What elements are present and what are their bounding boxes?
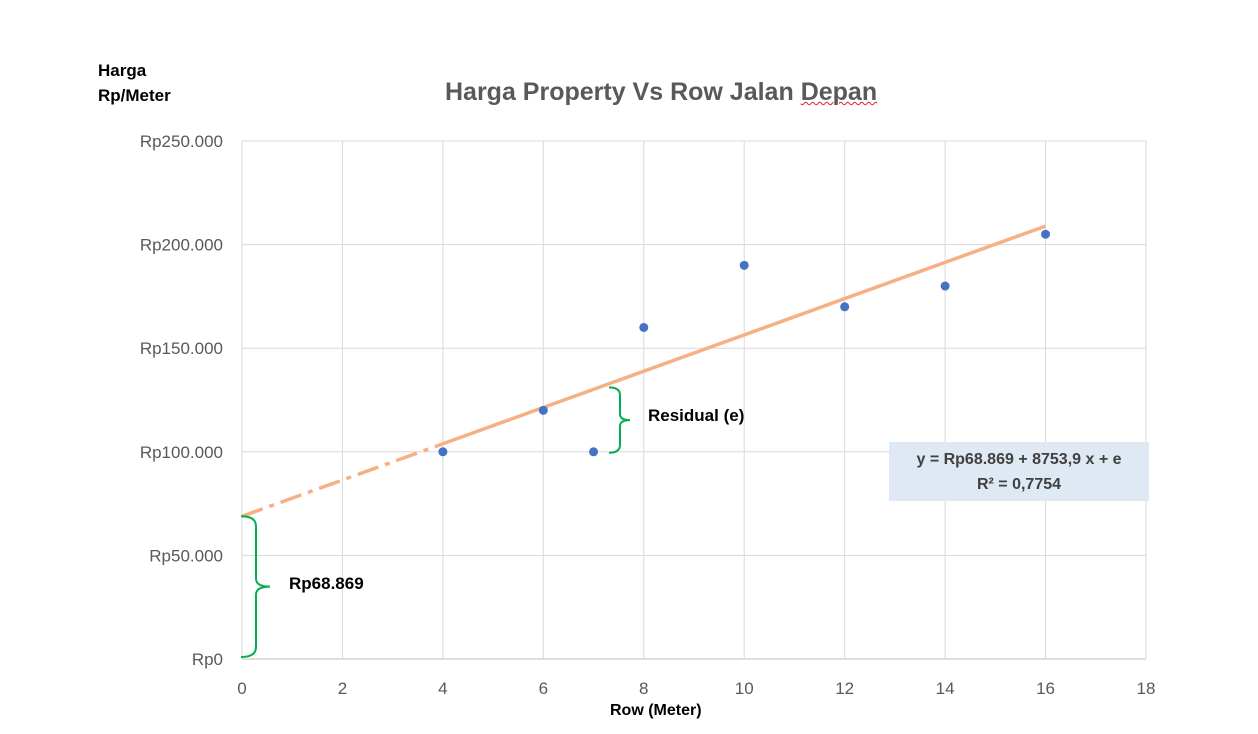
y-tick-label: Rp100.000 [140, 443, 223, 462]
residual-brace [608, 386, 631, 454]
x-tick-label: 12 [835, 679, 854, 698]
y-tick-label: Rp200.000 [140, 236, 223, 255]
y-tick-label: Rp250.000 [140, 132, 223, 151]
y-tick-label: Rp50.000 [149, 546, 223, 565]
chart-title-main: Harga Property Vs Row Jalan [445, 78, 801, 106]
y-axis-label: Harga Rp/Meter [98, 58, 171, 108]
data-point [589, 447, 599, 457]
x-tick-label: 16 [1036, 679, 1055, 698]
x-tick-label: 10 [735, 679, 754, 698]
equation-box: y = Rp68.869 + 8753,9 x + e R² = 0,7754 [889, 442, 1149, 501]
trendline-extrapolated-dashed [241, 442, 444, 518]
residual-label: Residual (e) [648, 406, 745, 425]
x-axis-label: Row (Meter) [610, 702, 702, 719]
x-tick-label: 4 [438, 679, 447, 698]
x-tick-label: 14 [936, 679, 955, 698]
data-point [639, 322, 649, 332]
y-axis-label-line2: Rp/Meter [98, 86, 171, 105]
x-tick-label: 18 [1137, 679, 1156, 698]
intercept-brace [240, 515, 271, 658]
chart-title-underlined-word: Depan [800, 78, 878, 106]
data-point [438, 447, 448, 457]
data-point [1041, 229, 1051, 239]
chart-title: Harga Property Vs Row Jalan Depan [445, 78, 877, 107]
annotation-braces [240, 386, 631, 658]
x-tick-label: 2 [338, 679, 347, 698]
data-point [940, 281, 950, 291]
intercept-label: Rp68.869 [289, 574, 364, 593]
x-tick-label: 6 [539, 679, 548, 698]
y-axis-label-line1: Harga [98, 61, 147, 80]
y-tick-label: Rp0 [192, 650, 223, 669]
data-point [840, 302, 850, 312]
y-tick-labels: Rp0 Rp50.000 Rp100.000 Rp150.000 Rp200.000 Rp… [140, 132, 223, 669]
x-tick-label: 0 [237, 679, 246, 698]
data-points [438, 229, 1051, 457]
data-point [538, 405, 548, 415]
data-point [739, 260, 749, 270]
r-squared-text: R² = 0,7754 [976, 476, 1062, 493]
y-tick-label: Rp150.000 [140, 339, 223, 358]
x-tick-label: 8 [639, 679, 648, 698]
equation-text: y = Rp68.869 + 8753,9 x + e [916, 451, 1122, 468]
gridlines [241, 140, 1147, 660]
x-tick-labels: 0 2 4 6 8 10 12 14 16 18 [237, 679, 1155, 698]
